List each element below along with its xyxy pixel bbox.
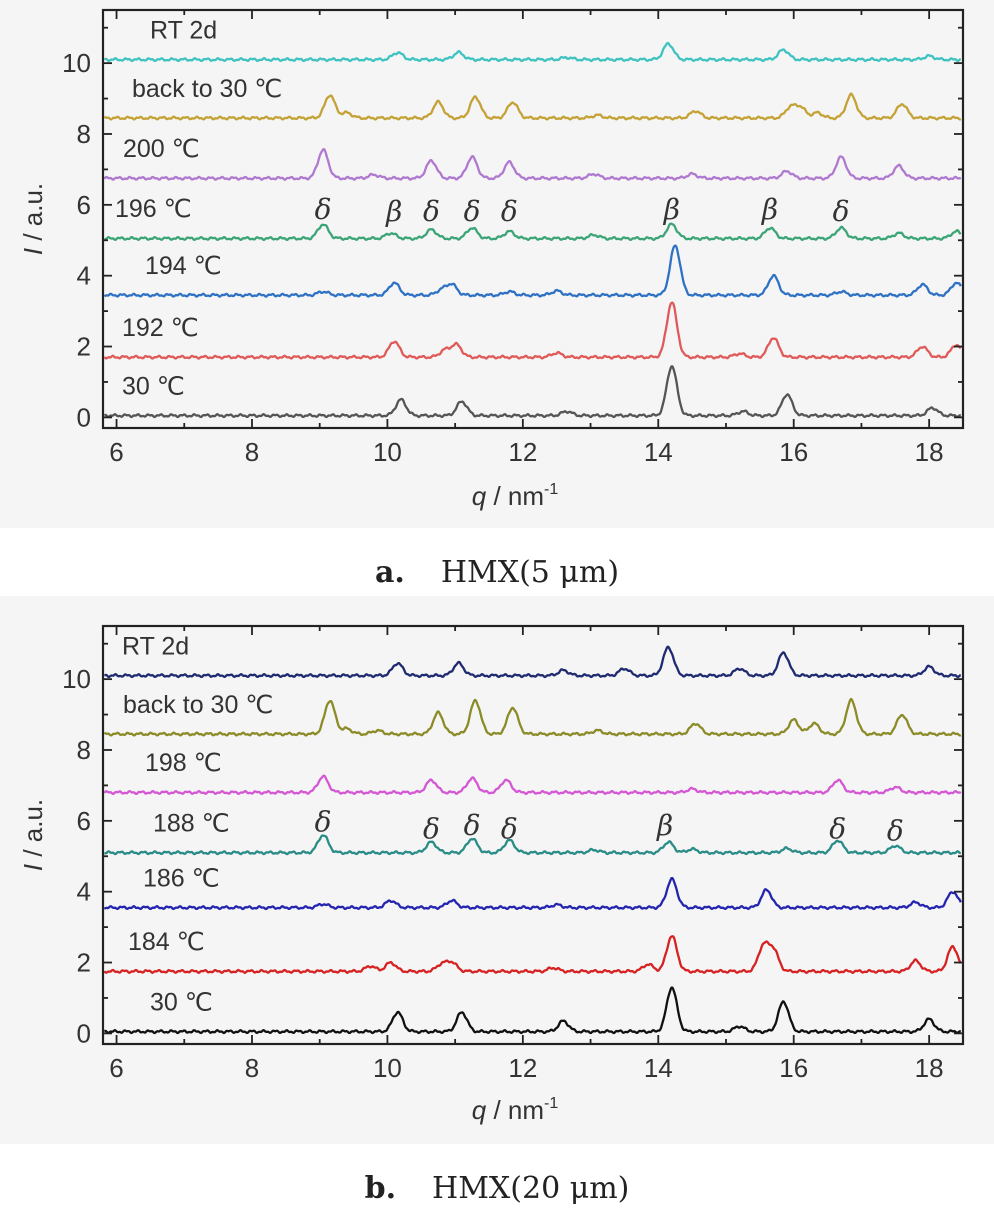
x-tick-label: 16: [779, 437, 808, 467]
phase-annotation: δ: [829, 813, 846, 846]
plot-background: [0, 0, 994, 528]
x-tick-label: 16: [779, 1053, 808, 1083]
series-line: [104, 365, 962, 419]
series-line: [103, 697, 962, 737]
series-line: [103, 301, 962, 360]
phase-annotation: δ: [423, 195, 440, 228]
y-tick-label: 8: [77, 119, 91, 149]
series-label: RT 2d: [122, 632, 189, 660]
series-label: 188 ℃: [153, 809, 230, 837]
phase-annotation: δ: [423, 813, 440, 846]
series-line: [103, 935, 962, 974]
series-label: back to 30 ℃: [132, 75, 282, 103]
x-tick-label: 6: [109, 1053, 123, 1083]
phase-annotation: β: [656, 809, 673, 842]
plot-background: [0, 596, 994, 1144]
series-label: 198 ℃: [145, 749, 222, 777]
phase-annotation: β: [385, 195, 402, 228]
series-line: [103, 774, 962, 796]
phase-annotation: δ: [833, 195, 850, 228]
y-tick-label: 10: [62, 664, 91, 694]
series-label: RT 2d: [150, 16, 217, 44]
phase-annotation: δ: [887, 814, 904, 847]
x-tick-label: 8: [245, 437, 259, 467]
y-tick-label: 4: [77, 261, 91, 291]
y-tick-label: 6: [77, 190, 91, 220]
x-tick-label: 6: [109, 437, 123, 467]
plot-frame: [101, 624, 965, 1046]
series-label: back to 30 ℃: [123, 691, 273, 719]
plot-frame: [101, 8, 965, 430]
y-tick-label: 0: [77, 1018, 91, 1048]
series-label: 192 ℃: [122, 314, 199, 342]
series-line: [104, 834, 962, 856]
phase-annotation: δ: [315, 193, 332, 226]
series-line: [104, 41, 962, 63]
phase-annotation: β: [761, 193, 778, 226]
series-line: [104, 645, 962, 679]
x-tick-label: 18: [915, 1053, 944, 1083]
phase-annotation: δ: [464, 195, 481, 228]
x-axis-title: q / nm-1: [472, 481, 559, 511]
x-tick-label: 12: [508, 437, 537, 467]
panel-caption: a. HMX(5 μm): [375, 555, 619, 590]
x-tick-label: 14: [644, 437, 673, 467]
x-tick-label: 8: [245, 1053, 259, 1083]
series-line: [103, 222, 962, 242]
y-tick-label: 4: [77, 877, 91, 907]
series-label: 196 ℃: [115, 195, 192, 223]
chart-panel-a: 30 ℃ 192 ℃ 194 ℃ 196 ℃ 200 ℃ back to 30 ℃ RT 2…: [0, 0, 994, 528]
y-axis-title: I / a.u.: [18, 799, 48, 871]
series-line: [104, 986, 962, 1035]
series-line: [103, 92, 962, 121]
phase-annotation: δ: [315, 805, 332, 838]
phase-annotation: β: [663, 193, 680, 226]
series-label: 184 ℃: [128, 928, 205, 956]
phase-annotation: δ: [501, 813, 518, 846]
x-axis-title: q / nm-1: [472, 1095, 559, 1125]
x-tick-label: 14: [644, 1053, 673, 1083]
y-tick-label: 2: [77, 948, 91, 978]
series-line: [103, 244, 962, 298]
x-tick-label: 10: [373, 437, 402, 467]
series-label: 186 ℃: [143, 864, 220, 892]
series-label: 200 ℃: [123, 135, 200, 163]
y-tick-label: 6: [77, 806, 91, 836]
y-tick-label: 2: [77, 332, 91, 362]
y-axis-title: I / a.u.: [18, 183, 48, 255]
x-tick-label: 18: [915, 437, 944, 467]
series-label: 30 ℃: [150, 988, 213, 1016]
x-tick-label: 12: [508, 1053, 537, 1083]
series-label: 194 ℃: [145, 252, 222, 280]
phase-annotation: δ: [501, 195, 518, 228]
series-label: 30 ℃: [122, 372, 185, 400]
phase-annotation: δ: [464, 809, 481, 842]
y-tick-label: 0: [77, 402, 91, 432]
panel-caption: b. HMX(20 μm): [365, 1171, 630, 1206]
series-line: [103, 876, 962, 911]
y-tick-label: 10: [62, 48, 91, 78]
x-tick-label: 10: [373, 1053, 402, 1083]
y-tick-label: 8: [77, 735, 91, 765]
chart-panel-b: 30 ℃ 184 ℃ 186 ℃ 188 ℃ 198 ℃ back to 30 ℃ RT 2…: [0, 596, 994, 1144]
series-line: [103, 147, 962, 181]
